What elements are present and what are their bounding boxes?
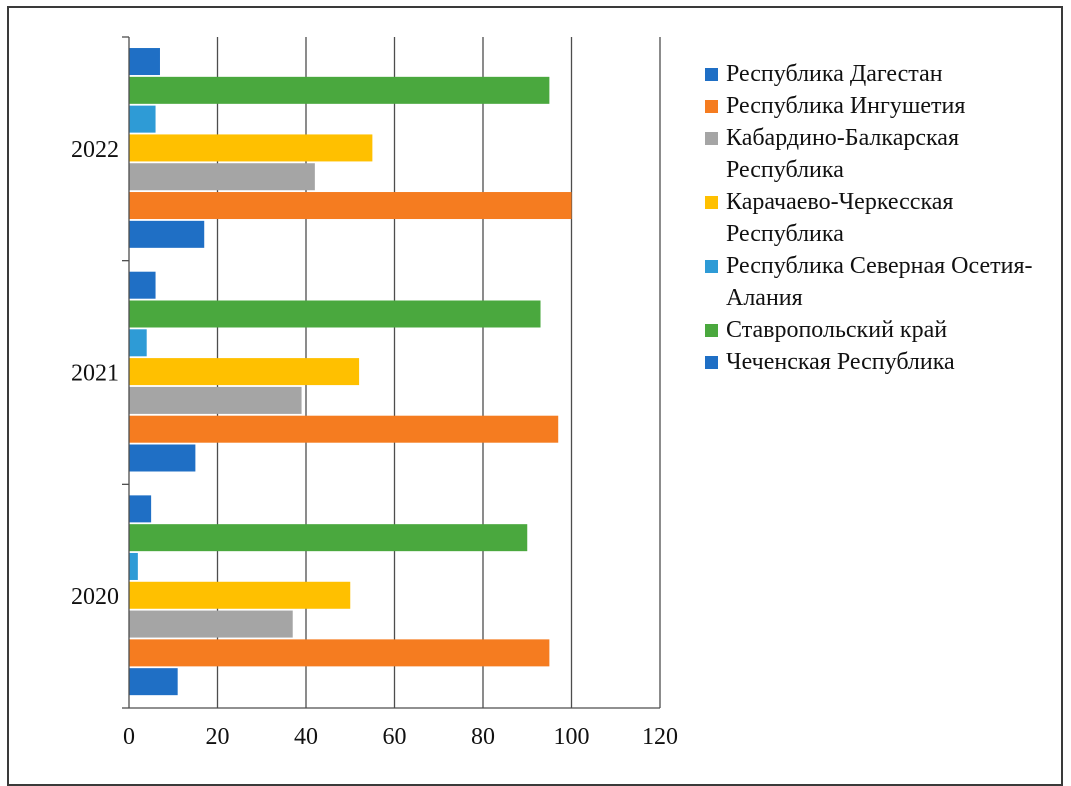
bar [129,552,138,580]
legend-swatch [705,324,718,337]
legend-item: Республика Северная Осетия-Алания [705,250,1035,314]
legend-item: Ставропольский край [705,314,1035,346]
bar [129,105,156,133]
bar [129,415,559,443]
x-tick-label: 0 [123,724,135,750]
legend-item: Карачаево-Черкесская Республика [705,186,1035,250]
x-tick-label: 40 [294,724,318,750]
legend-item: Кабардино-Балкарская Республика [705,122,1035,186]
x-tick-label: 20 [206,724,230,750]
legend-label: Ставропольский край [726,317,948,343]
legend-label: Чеченская Республика [726,349,955,375]
legend-item: Республика Ингушетия [705,90,1035,122]
legend: Республика Дагестан Республика Ингушетия… [705,58,1035,378]
legend-item: Республика Дагестан [705,58,1035,90]
y-tick-label: 2021 [71,361,119,387]
x-tick-label: 100 [554,724,590,750]
legend-swatch [705,260,718,273]
bar [129,48,160,76]
bar [129,639,550,667]
x-tick-label: 60 [383,724,407,750]
bar [129,163,315,191]
bar [129,444,196,472]
bar [129,386,302,414]
bar [129,581,351,609]
x-tick-label: 80 [471,724,495,750]
legend-label: Кабардино-Балкарская Республика [726,125,959,183]
bar [129,668,178,696]
bar [129,134,373,162]
legend-label: Республика Северная Осетия-Алания [726,253,1033,311]
legend-label: Республика Ингушетия [726,93,966,119]
legend-swatch [705,132,718,145]
bar [129,495,152,523]
y-tick-label: 2020 [71,584,119,610]
bar [129,358,360,386]
legend-label: Республика Дагестан [726,61,943,87]
legend-swatch [705,196,718,209]
legend-item: Чеченская Республика [705,346,1035,378]
legend-swatch [705,100,718,113]
axes [122,36,660,709]
bar [129,192,572,220]
bar [129,524,528,552]
bar [129,329,147,357]
bar-chart: 0 20 40 60 80 100 120 2020 2021 2022 [71,36,678,750]
bar [129,220,205,248]
x-tick-label: 120 [642,724,678,750]
bars [129,48,572,696]
bar [129,76,550,104]
legend-swatch [705,356,718,369]
legend-swatch [705,68,718,81]
bar [129,300,541,328]
y-tick-label: 2022 [71,137,119,163]
bar [129,610,293,638]
legend-label: Карачаево-Черкесская Республика [726,189,954,247]
axis-labels: 0 20 40 60 80 100 120 2020 2021 2022 [71,137,678,750]
bar [129,271,156,299]
